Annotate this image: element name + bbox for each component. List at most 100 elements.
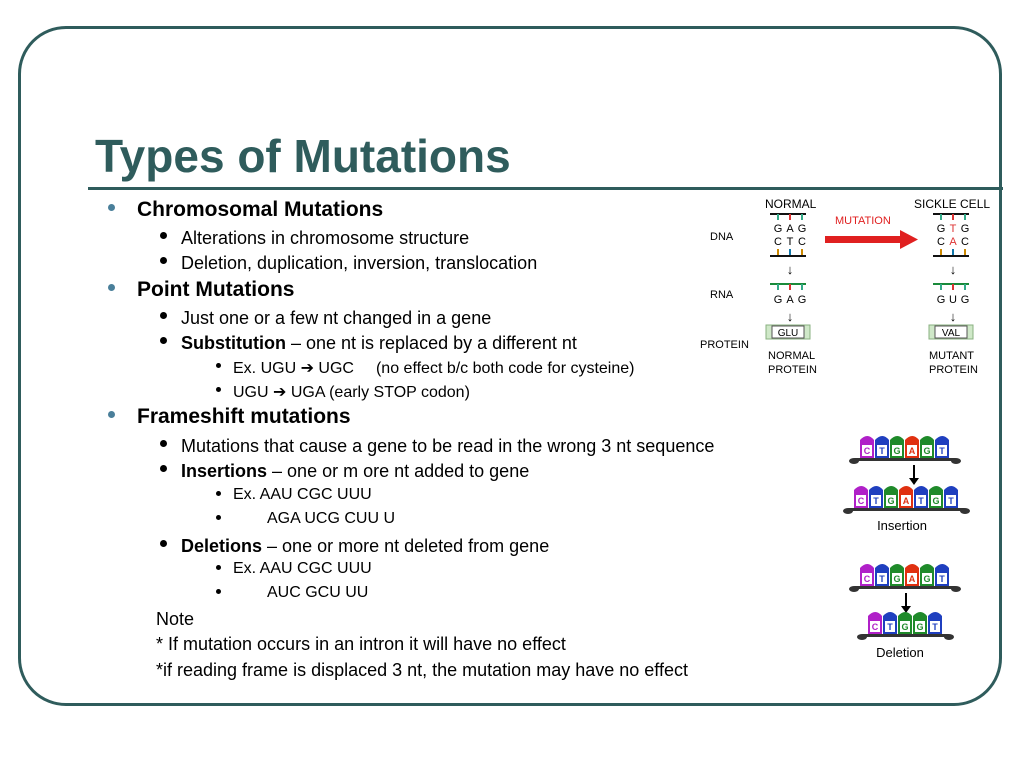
nucleotide-t: T [875,436,889,458]
nucleotide-g: G [920,564,934,586]
bullet-dot-icon [216,491,221,496]
deletions-term: Deletions [181,536,263,556]
svg-text:G: G [923,574,930,584]
dna-top-base: G [774,223,783,235]
sickle-cell-label: SICKLE CELL [914,197,990,211]
bullet-dot-icon [160,312,167,319]
dna-top-base: G [961,223,970,235]
arrow-down-icon [909,465,919,485]
insertion-example-2-text: AGA UCG CUU U [267,510,396,527]
arrow-down-icon: ↓ [787,309,794,324]
nucleotide-t: T [944,486,958,508]
svg-text:C: C [858,496,865,506]
nucleotide-c: C [854,486,868,508]
arrow-down-icon [901,593,911,613]
nucleotide-t: T [935,564,949,586]
svg-text:A: A [909,574,916,584]
substitution-text: – one nt is replaced by a different nt [285,333,577,353]
example-2-prefix: UGU [233,384,273,401]
nucleotide-t: T [883,612,897,634]
svg-text:T: T [932,622,938,632]
example-1-prefix: Ex. UGU [233,360,301,377]
svg-text:A: A [903,496,910,506]
frameshift-heading: Frameshift mutations [137,405,351,428]
deletions-text: – one or more nt deleted from gene [262,536,550,556]
nucleotide-g: G [898,612,912,634]
nucleotide-t: T [935,436,949,458]
bullet-dot-icon [216,363,221,368]
svg-text:C: C [864,574,871,584]
protein-label: PROTEIN [700,339,749,351]
substitution-example-2: UGU ➔ UGA (early STOP codon) [233,382,470,402]
chromosomal-item-1: Alterations in chromosome structure [181,228,470,248]
nucleotide-a: A [899,486,913,508]
rna-base: G [798,294,807,306]
slide-title: Types of Mutations [95,130,511,182]
amino-acid-box [771,325,805,339]
deletion-example-1: Ex. AAU CGC UUU [233,560,372,577]
arrow-right-icon: ➔ [300,360,314,377]
nucleotide-c: C [860,564,874,586]
dna-bottom-base: C [961,236,969,248]
nucleotide-g: G [913,612,927,634]
mutation-arrow-icon [825,230,918,249]
dna-bottom-base: C [774,236,782,248]
mutant-protein-line-1: MUTANT [929,350,974,362]
svg-text:G: G [901,622,908,632]
example-2-suffix: UGA (early STOP codon) [286,384,470,401]
bullet-dot-icon [108,284,115,291]
svg-text:T: T [887,622,893,632]
nucleotide-g: G [929,486,943,508]
svg-text:C: C [864,446,871,456]
frameshift-item-1: Mutations that cause a gene to be read i… [181,436,715,456]
nucleotide-g: G [884,486,898,508]
nucleotide-c: C [860,436,874,458]
amino-acid-label: GLU [778,328,799,339]
rna-base: G [937,294,946,306]
title-divider [88,187,1003,190]
substitution-term: Substitution [181,333,286,353]
substitution-item: Substitution – one nt is replaced by a d… [181,333,577,354]
arrow-down-icon: ↓ [950,309,957,324]
nucleotide-g: G [890,436,904,458]
note-line-1: * If mutation occurs in an intron it wil… [156,634,566,654]
bullet-dot-icon [216,387,221,392]
arrow-down-icon: ↓ [787,262,794,277]
mutant-protein-line-2: PROTEIN [929,364,978,376]
insertion-example-1: Ex. AAU CGC UUU [233,486,372,503]
arrow-down-icon: ↓ [950,262,957,277]
insertion-example-2: AGA UCG CUU U [233,510,395,528]
dna-label: DNA [710,231,734,243]
nucleotide-t: T [928,612,942,634]
insertion-caption: Insertion [877,518,927,533]
note-line-2: *if reading frame is displaced 3 nt, the… [156,660,688,680]
deletions-item: Deletions – one or more nt deleted from … [181,536,549,557]
dna-bottom-base: C [937,236,945,248]
bullet-dot-icon [160,232,167,239]
point-item-1: Just one or a few nt changed in a gene [181,308,492,328]
chromosomal-heading: Chromosomal Mutations [137,198,384,221]
svg-text:C: C [872,622,879,632]
nucleotide-t: T [869,486,883,508]
dna-top-base: T [950,223,957,235]
bullet-dot-icon [216,515,221,520]
rna-base: U [949,294,957,306]
deletion-example-2-text: AUC GCU UU [267,584,369,601]
svg-text:G: G [923,446,930,456]
bullet-dot-icon [160,337,167,344]
mutation-label: MUTATION [835,215,891,227]
amino-acid-box [934,325,968,339]
chromosomal-item-2: Deletion, duplication, inversion, transl… [181,253,538,273]
nucleotide-g: G [920,436,934,458]
nucleotide-t: T [914,486,928,508]
nucleotide-a: A [905,436,919,458]
svg-text:T: T [873,496,879,506]
bullet-dot-icon [160,465,167,472]
